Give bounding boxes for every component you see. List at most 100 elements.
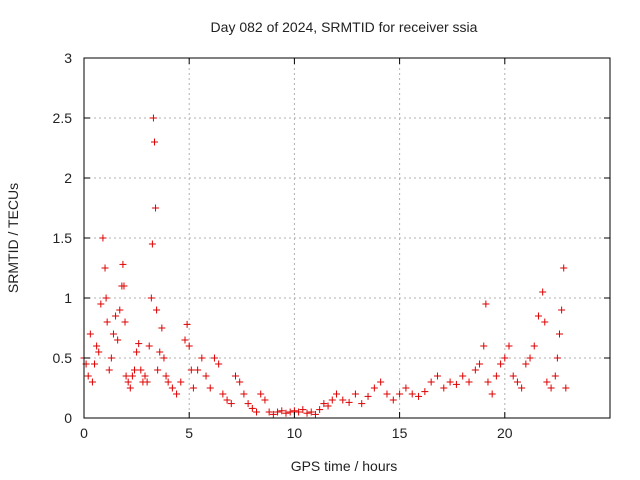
data-point [231,372,239,380]
data-point [95,348,103,356]
data-point [119,260,127,268]
data-point [530,342,538,350]
data-point [84,372,92,380]
data-point [539,288,547,296]
data-point [248,404,256,412]
data-point [303,409,311,417]
data-point [534,312,542,320]
data-point [501,354,509,362]
data-point [339,396,347,404]
data-point [526,354,534,362]
data-point [160,354,168,362]
data-point [244,400,252,408]
data-point [269,410,277,418]
chart-title: Day 082 of 2024, SRMTID for receiver ssi… [211,19,478,35]
data-point [509,372,517,380]
data-point [265,408,273,416]
data-point [257,390,265,398]
data-point [133,348,141,356]
data-point [97,300,105,308]
data-point [476,360,484,368]
data-point [402,384,410,392]
data-point [143,378,151,386]
data-point [408,390,416,398]
data-point [128,372,136,380]
data-point [137,366,145,374]
data-point [282,409,290,417]
x-tick-label: 20 [497,425,513,441]
data-point [135,340,143,348]
data-point [389,396,397,404]
data-point [484,378,492,386]
data-point [198,354,206,362]
data-point [215,360,223,368]
data-point [560,264,568,272]
data-point [415,392,423,400]
data-point [286,408,294,416]
data-point [421,388,429,396]
data-point [141,372,149,380]
data-point [185,342,193,350]
data-point [396,390,404,398]
data-point [145,342,153,350]
data-point [101,264,109,272]
data-point [158,324,166,332]
data-point [377,378,385,386]
data-point [202,372,210,380]
data-point [102,294,110,302]
data-point [307,408,315,416]
x-tick-label: 10 [287,425,303,441]
x-tick-label: 0 [80,425,88,441]
data-point [440,384,448,392]
data-point [328,396,336,404]
data-point [278,407,286,415]
data-point [156,348,164,356]
y-tick-label: 0.5 [53,350,73,366]
data-point [518,384,526,392]
data-point [105,366,113,374]
data-point [187,366,195,374]
y-tick-label: 2 [64,170,72,186]
data-point [547,384,555,392]
data-point [433,372,441,380]
y-tick-label: 1.5 [53,230,73,246]
data-point [103,318,111,326]
data-point [162,372,170,380]
data-point [253,408,261,416]
data-point [324,402,332,410]
data-point [553,354,561,362]
data-point [505,342,513,350]
data-point [320,400,328,408]
data-point [459,372,467,380]
data-point [148,240,156,248]
data-point [261,396,269,404]
data-point [194,366,202,374]
data-point [471,366,479,374]
data-point [124,378,132,386]
y-tick-label: 2.5 [53,110,73,126]
data-point [120,282,128,290]
data-point [492,372,500,380]
y-tick-label: 3 [64,50,72,66]
data-point [153,306,161,314]
axis-ticks: 0 5 10 15 20 0 0.5 1 1.5 2 2.5 3 [53,50,610,441]
data-point [130,366,138,374]
data-point [488,390,496,398]
data-point [236,378,244,386]
data-point [152,204,160,212]
grid-lines [84,58,610,418]
data-point [345,398,353,406]
data-point [364,392,372,400]
data-point [465,378,473,386]
data-points [80,114,570,418]
data-point [551,372,559,380]
data-point [91,360,99,368]
data-point [299,406,307,414]
data-point [227,400,235,408]
y-tick-label: 1 [64,290,72,306]
data-point [522,360,530,368]
data-point [295,408,303,416]
data-point [513,378,521,386]
